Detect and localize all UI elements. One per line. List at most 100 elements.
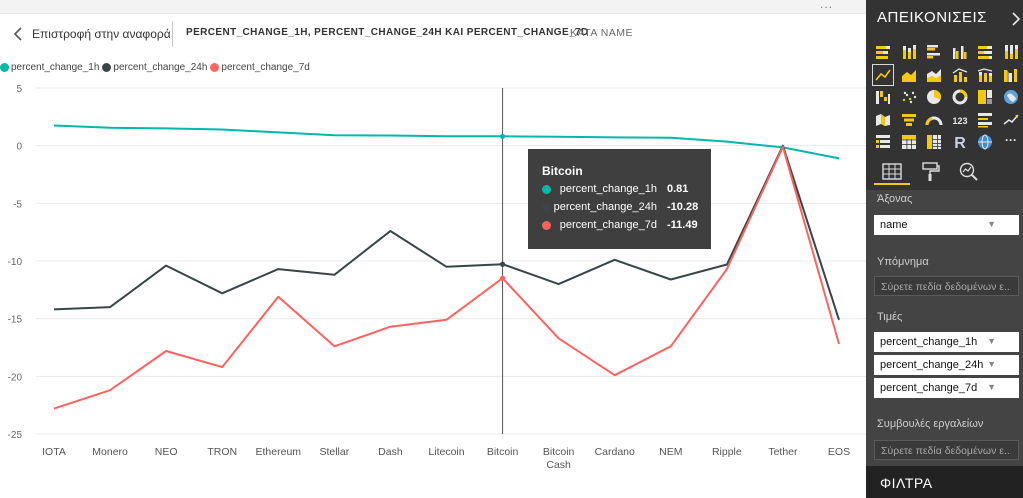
stacked-bar-icon[interactable]: [873, 42, 893, 62]
map-icon[interactable]: [1001, 87, 1021, 107]
tooltips-drop-well[interactable]: Σύρετε πεδία δεδομένων ε...: [874, 440, 1019, 460]
r-visual-icon[interactable]: R: [950, 132, 970, 152]
y-tick-label: 0: [16, 142, 22, 153]
tooltip-row-1h: percent_change_1h 0.81: [528, 181, 711, 199]
legend-drop-placeholder: Σύρετε πεδία δεδομένων ε...: [881, 281, 1011, 293]
tooltip-value-1h: 0.81: [667, 183, 689, 195]
hover-point-percent_change_24h[interactable]: [499, 261, 506, 267]
line-chart-icon[interactable]: [872, 63, 894, 86]
remove-value-1h-icon[interactable]: ✕: [1009, 334, 1020, 349]
kpi-icon[interactable]: [1001, 110, 1021, 130]
filters-pane-header[interactable]: ΦΙΛΤΡΑ: [866, 466, 1023, 498]
hover-point-percent_change_1h[interactable]: [499, 133, 506, 139]
chevron-down-icon[interactable]: ▼: [987, 336, 996, 346]
line-chart: 5 0 -5 -10 -15 -20 -25 IOTA Monero NEO TRON Ethere…: [8, 84, 866, 471]
hover-point-percent_change_7d[interactable]: [499, 275, 506, 281]
remove-value-24h-icon[interactable]: ✕: [1009, 357, 1020, 372]
tooltip-marker-1h: [542, 185, 551, 194]
stacked-column-icon[interactable]: [899, 42, 919, 62]
y-tick-label: -20: [8, 372, 23, 383]
chevron-down-icon[interactable]: ▼: [987, 219, 996, 229]
values-field-name-7d: percent_change_7d: [880, 382, 978, 394]
x-tick-label: Bitcoin: [543, 446, 575, 458]
slicer-icon[interactable]: [873, 132, 893, 152]
chevron-right-icon[interactable]: [1010, 11, 1022, 27]
x-tick-label: Ripple: [712, 446, 742, 458]
line-stacked-column-icon[interactable]: [975, 65, 995, 85]
tooltip-title: Bitcoin: [542, 164, 583, 178]
globe-icon[interactable]: [975, 132, 995, 152]
fields-tab-icon[interactable]: [874, 157, 910, 187]
ribbon-chart-icon[interactable]: [1001, 65, 1021, 85]
funnel-icon[interactable]: [899, 110, 919, 130]
filled-map-icon[interactable]: [873, 110, 893, 130]
x-tick-label: Dash: [378, 446, 403, 458]
tooltip-marker-7d: [542, 221, 551, 230]
values-field-well-7d[interactable]: percent_change_7d ▼: [874, 378, 1019, 398]
more-options-icon[interactable]: ...: [820, 0, 834, 11]
legend-label-7d: percent_change_7d: [221, 62, 310, 73]
series-line-percent_change_7d[interactable]: [53, 145, 840, 410]
y-axis-ticks: 5 0 -5 -10 -15 -20 -25: [8, 84, 23, 441]
100-percent-column-icon[interactable]: [1001, 42, 1021, 62]
values-field-name-24h: percent_change_24h: [880, 359, 984, 371]
values-field-name-1h: percent_change_1h: [880, 336, 978, 348]
legend-drop-well[interactable]: Σύρετε πεδία δεδομένων ε...: [874, 276, 1019, 296]
treemap-icon[interactable]: [975, 87, 995, 107]
gauge-icon[interactable]: [924, 110, 944, 130]
table-icon[interactable]: [899, 132, 919, 152]
values-field-well-1h[interactable]: percent_change_1h ▼: [874, 332, 1019, 352]
clustered-bar-icon[interactable]: [924, 42, 944, 62]
legend-item-percent-change-7d[interactable]: percent_change_7d: [210, 62, 310, 73]
tooltip-name-7d: percent_change_7d: [559, 219, 657, 231]
visual-header-bar: ...: [0, 0, 866, 14]
line-column-icon[interactable]: [950, 65, 970, 85]
y-tick-label: -15: [8, 315, 23, 326]
legend-item-percent-change-24h[interactable]: percent_change_24h: [102, 62, 207, 73]
more-icon[interactable]: ···: [1001, 132, 1021, 152]
x-tick-label: Ethereum: [256, 446, 302, 458]
tooltip-marker-24h: [542, 203, 551, 212]
pie-icon[interactable]: [924, 87, 944, 107]
remove-axis-field-icon[interactable]: ✕: [1009, 217, 1020, 232]
series-line-percent_change_24h[interactable]: [53, 144, 840, 321]
waterfall-icon[interactable]: [873, 87, 893, 107]
y-tick-label: -25: [8, 430, 23, 441]
legend-section-label: Υπόμνημα: [877, 256, 929, 268]
values-field-well-24h[interactable]: percent_change_24h ▼: [874, 355, 1019, 375]
remove-value-7d-icon[interactable]: ✕: [1009, 380, 1020, 395]
legend-marker-24h: [102, 63, 112, 72]
tooltip-row-24h: percent_change_24h -10.28: [528, 199, 711, 217]
chevron-down-icon[interactable]: ▼: [987, 382, 996, 392]
axis-field-well[interactable]: name ▼: [874, 215, 1019, 235]
svg-text:123: 123: [952, 116, 967, 126]
analytics-magnifier-icon[interactable]: [950, 157, 986, 187]
x-tick-label: IOTA: [42, 446, 66, 458]
matrix-icon[interactable]: [924, 132, 944, 152]
active-tab-indicator: [874, 183, 910, 185]
filters-title: ΦΙΛΤΡΑ: [880, 475, 933, 491]
card-icon[interactable]: 123: [950, 110, 970, 130]
x-axis-ticks: IOTA Monero NEO TRON Ethereum Stellar Dash Lite…: [42, 446, 850, 471]
series-line-percent_change_1h[interactable]: [53, 124, 840, 160]
back-to-report-button[interactable]: Επιστροφή στην αναφορά: [10, 24, 171, 44]
chevron-left-icon: [13, 27, 22, 41]
scatter-icon[interactable]: [899, 87, 919, 107]
axis-section-label: Άξονας: [877, 193, 913, 205]
stacked-area-icon[interactable]: [924, 65, 944, 85]
chevron-down-icon[interactable]: ▼: [987, 359, 996, 369]
legend-item-percent-change-1h[interactable]: percent_change_1h: [0, 62, 99, 73]
format-paint-roller-icon[interactable]: [912, 157, 948, 187]
area-chart-icon[interactable]: [899, 65, 919, 85]
pane-tabs: [874, 157, 1016, 187]
multi-row-card-icon[interactable]: [975, 110, 995, 130]
clustered-column-icon[interactable]: [950, 42, 970, 62]
back-to-report-label: Επιστροφή στην αναφορά: [32, 27, 171, 41]
100-percent-bar-icon[interactable]: [975, 42, 995, 62]
x-tick-label: Tether: [768, 446, 798, 458]
donut-icon[interactable]: [950, 87, 970, 107]
x-tick-label: NEO: [155, 446, 178, 458]
legend-label-24h: percent_change_24h: [113, 62, 208, 73]
series-lines: [53, 124, 840, 410]
